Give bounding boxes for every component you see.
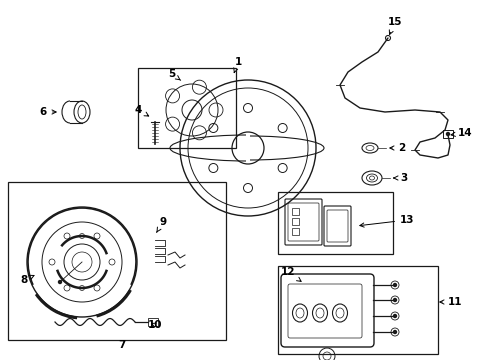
Text: 12: 12 [280,267,301,282]
Bar [291,208,298,215]
Circle shape [393,315,396,318]
Text: 11: 11 [439,297,462,307]
Text: 14: 14 [450,128,472,138]
Text: 10: 10 [148,320,162,330]
Bar [291,218,298,225]
Text: 9: 9 [156,217,166,232]
Text: 7: 7 [118,340,125,350]
Bar [278,192,392,254]
Text: 8: 8 [20,275,34,285]
Circle shape [59,280,61,284]
Circle shape [393,284,396,287]
Bar [278,266,437,354]
Bar [442,130,452,138]
Text: 1: 1 [233,57,241,73]
Text: 15: 15 [387,17,402,35]
Circle shape [446,132,448,135]
Bar [8,182,225,340]
Text: 3: 3 [393,173,407,183]
Text: 5: 5 [168,69,180,80]
Text: 2: 2 [389,143,405,153]
Circle shape [393,330,396,333]
Bar [148,318,158,326]
Text: 13: 13 [359,215,414,227]
Circle shape [393,298,396,302]
Bar [291,228,298,235]
Text: 4: 4 [134,105,148,116]
Text: 6: 6 [40,107,56,117]
Bar [138,68,236,148]
